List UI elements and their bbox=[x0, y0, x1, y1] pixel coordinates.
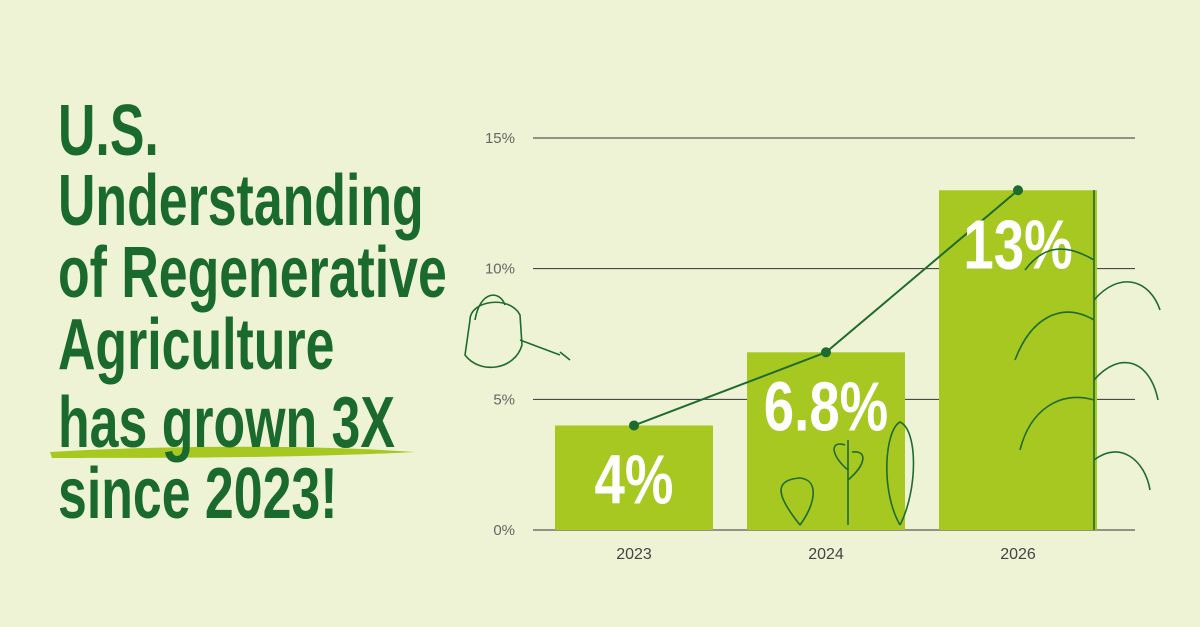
y-tick-label: 0% bbox=[493, 522, 515, 539]
x-tick-label: 2024 bbox=[808, 546, 844, 563]
corn-stalk bbox=[1014, 190, 1161, 530]
value-label: 13% bbox=[963, 206, 1072, 284]
y-tick-label: 5% bbox=[493, 391, 515, 408]
title-line: U.S. bbox=[58, 91, 159, 171]
value-label: 4% bbox=[595, 441, 674, 519]
title-line: of Regenerative bbox=[58, 233, 447, 313]
bar bbox=[939, 190, 1097, 530]
chart: 0% 5% 10% 15% 2023 2024 2026 4% 6.8% 13% bbox=[485, 130, 1135, 563]
y-tick-label: 15% bbox=[485, 130, 515, 147]
trend-point bbox=[629, 420, 639, 431]
x-tick-label: 2026 bbox=[1000, 546, 1036, 563]
y-tick-label: 10% bbox=[485, 261, 515, 278]
title-line: Understanding bbox=[58, 161, 424, 241]
brush-underline bbox=[50, 446, 415, 458]
decoration bbox=[464, 190, 1161, 530]
bar bbox=[555, 425, 713, 530]
title-line: has grown 3X bbox=[58, 383, 395, 463]
trend-point bbox=[821, 347, 831, 358]
title-line: Agriculture bbox=[58, 305, 334, 385]
lettuce bbox=[780, 421, 915, 526]
value-label: 6.8% bbox=[764, 368, 888, 446]
bar bbox=[747, 352, 905, 530]
watering-can bbox=[464, 294, 571, 369]
trend-point bbox=[1013, 185, 1023, 196]
title-line: since 2023! bbox=[58, 454, 337, 534]
x-tick-label: 2023 bbox=[616, 546, 652, 563]
